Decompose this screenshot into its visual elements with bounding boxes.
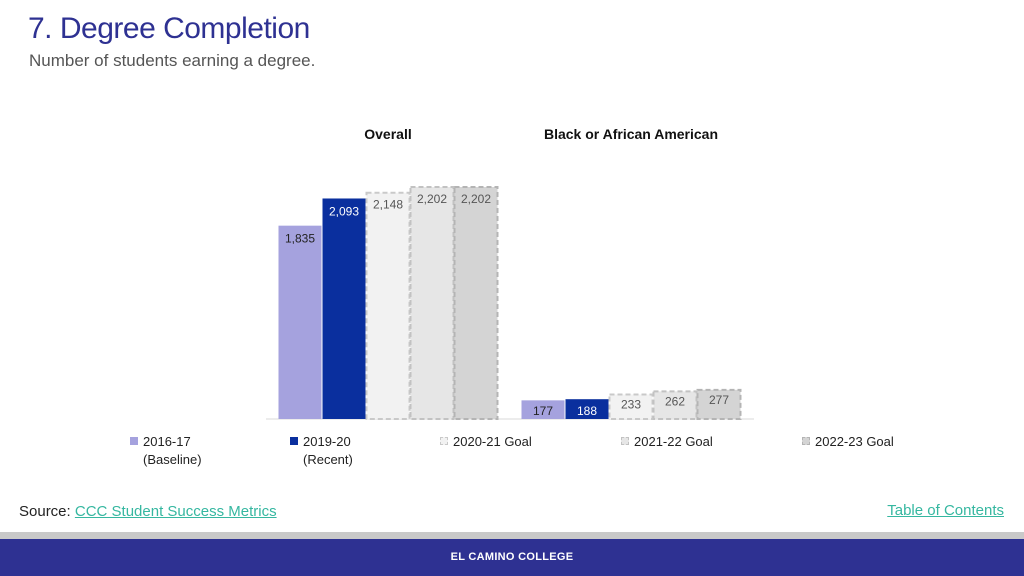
bar (521, 400, 565, 419)
data-label: 233 (621, 397, 641, 411)
legend-label: 2021-22 Goal (634, 434, 713, 449)
legend-item: 2019-20 (Recent) (290, 433, 353, 469)
footer-bar: EL CAMINO COLLEGE (0, 539, 1024, 576)
data-label: 2,202 (417, 192, 447, 206)
legend-label: 2016-17 (143, 434, 191, 449)
data-label: 188 (577, 404, 597, 418)
page-title: 7. Degree Completion (28, 12, 310, 45)
bar (696, 388, 742, 420)
bar (453, 186, 499, 420)
group-label: Black or African American (544, 126, 718, 142)
data-label: 2,202 (461, 192, 491, 206)
source-line: Source: CCC Student Success Metrics (19, 503, 277, 520)
bar (365, 191, 411, 420)
bar (278, 225, 322, 419)
legend-item: 2020-21 Goal (440, 433, 532, 451)
legend-label: (Recent) (303, 452, 353, 467)
data-label: 2,093 (329, 204, 359, 218)
group-label: Overall (364, 126, 411, 142)
bar (565, 399, 609, 419)
bar (322, 198, 366, 419)
data-label: 177 (533, 404, 553, 418)
table-of-contents-link[interactable]: Table of Contents (887, 502, 1004, 519)
bar-chart: Overall Black or African American 1,835 177… (266, 126, 754, 421)
legend-label: (Baseline) (143, 452, 202, 467)
legend-item: 2016-17 (Baseline) (130, 433, 202, 469)
bar (608, 393, 654, 421)
bar (409, 186, 455, 420)
source-link[interactable]: CCC Student Success Metrics (74, 503, 277, 520)
data-label: 2,148 (373, 198, 403, 212)
legend-label: 2020-21 Goal (453, 434, 532, 449)
source-prefix: Source: (19, 503, 75, 520)
legend-swatch (621, 437, 629, 445)
legend-swatch (130, 437, 138, 445)
legend-label: 2019-20 (303, 434, 351, 449)
bar (652, 390, 698, 420)
legend-swatch (802, 437, 810, 445)
footer-divider (0, 532, 1024, 539)
page-subtitle: Number of students earning a degree. (29, 51, 316, 70)
data-label: 262 (665, 394, 685, 408)
data-label: 1,835 (285, 232, 315, 246)
legend-item: 2021-22 Goal (621, 433, 713, 451)
legend-swatch (290, 437, 298, 445)
data-label: 277 (709, 393, 729, 407)
legend-swatch (440, 437, 448, 445)
legend-item: 2022-23 Goal (802, 433, 894, 451)
legend-label: 2022-23 Goal (815, 434, 894, 449)
